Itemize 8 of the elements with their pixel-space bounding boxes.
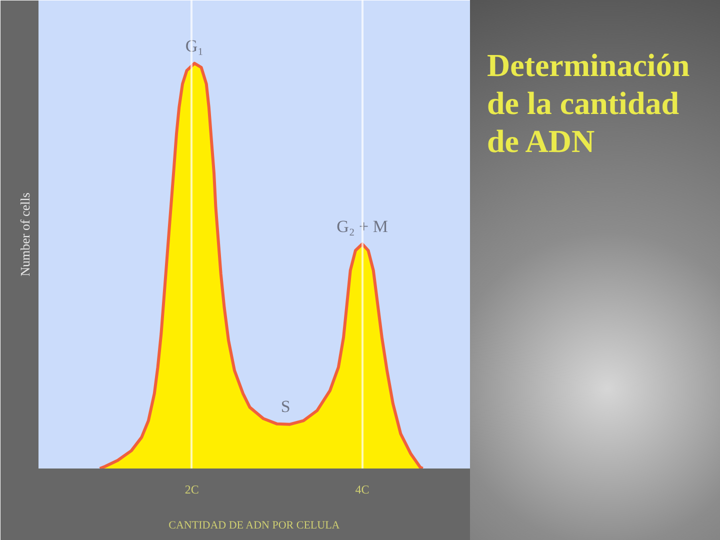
x-tick-label: 2C <box>184 482 199 496</box>
x-axis-title: CANTIDAD DE ADN POR CELULA <box>168 520 340 532</box>
annotation: G₂ + M <box>336 217 388 236</box>
annotation: G₁ <box>185 36 204 56</box>
y-axis-title: Number of cells <box>18 192 32 276</box>
annotation: S <box>280 396 290 416</box>
text: Determinación de la cantidad de ADN <box>487 46 691 160</box>
x-tick-label: 4C <box>355 482 370 496</box>
